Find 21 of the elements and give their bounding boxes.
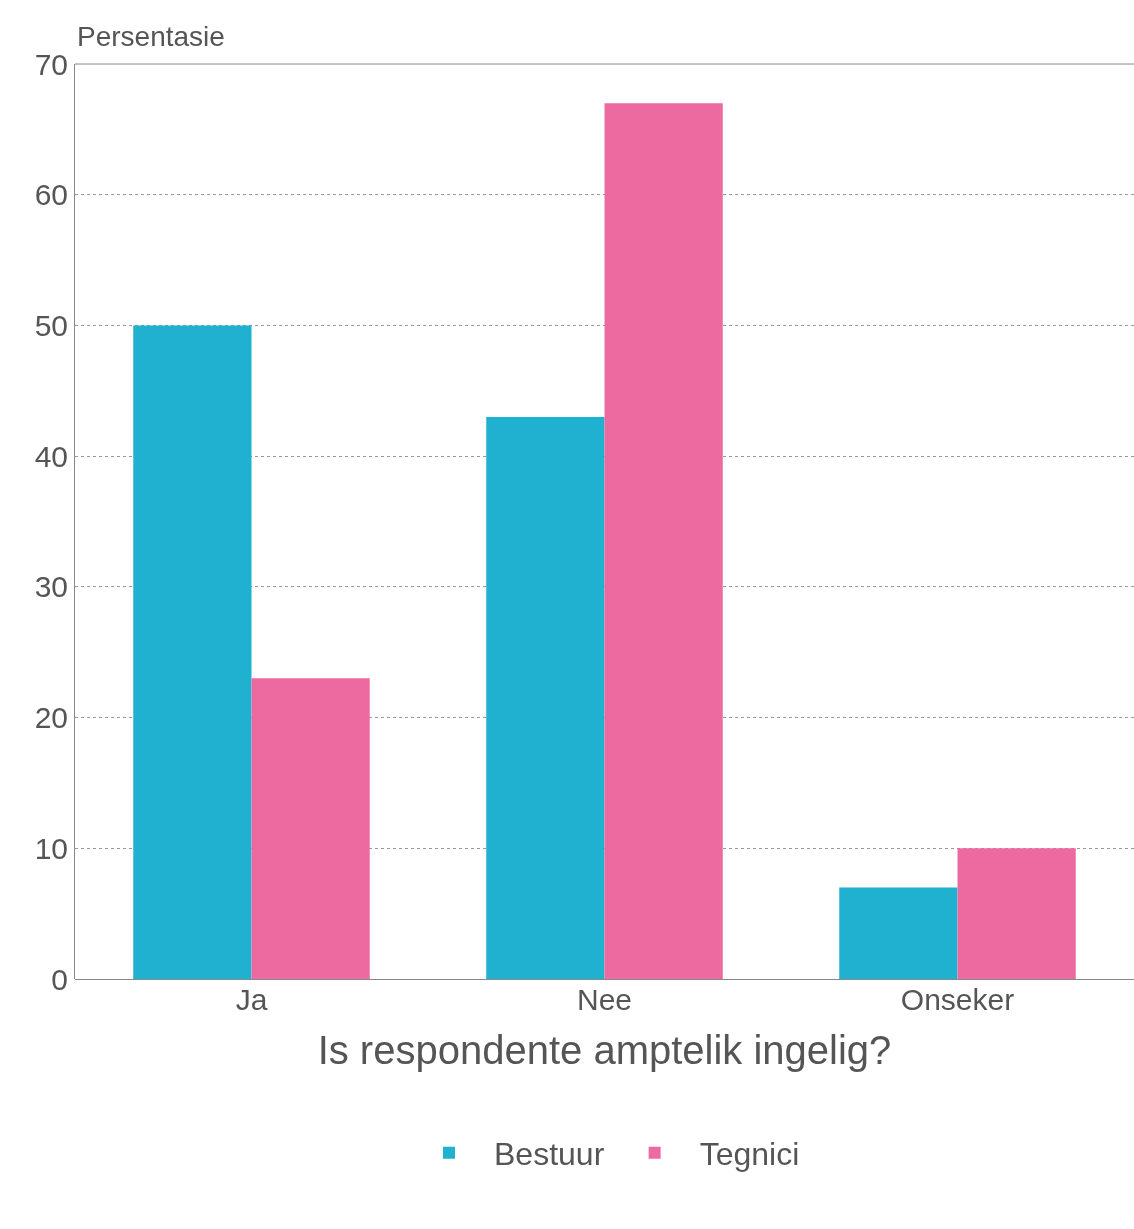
y-tick-label: 0 (51, 962, 68, 996)
bar (486, 416, 605, 979)
bar (251, 678, 370, 979)
bar (957, 848, 1076, 979)
y-tick-label: 10 (34, 831, 68, 865)
y-tick-label: 30 (34, 570, 68, 604)
x-tick-label: Ja (235, 983, 268, 1016)
bar (133, 325, 252, 979)
y-tick-label: 20 (34, 701, 68, 735)
x-tick-label: Onseker (900, 983, 1015, 1016)
y-tick-label: 40 (34, 439, 68, 473)
bar (604, 103, 723, 979)
legend-label: Tegnici (699, 1136, 800, 1173)
x-axis-title: Is respondente amptelik ingelig? (317, 1027, 892, 1072)
bar (839, 887, 958, 979)
legend-label: Bestuur (494, 1136, 605, 1173)
x-tick-label: Nee (576, 983, 633, 1016)
y-tick-label: 60 (34, 178, 68, 212)
y-tick-label: 70 (34, 47, 68, 81)
y-axis-title: Persentasie (77, 21, 225, 52)
y-tick-label: 50 (34, 308, 68, 342)
